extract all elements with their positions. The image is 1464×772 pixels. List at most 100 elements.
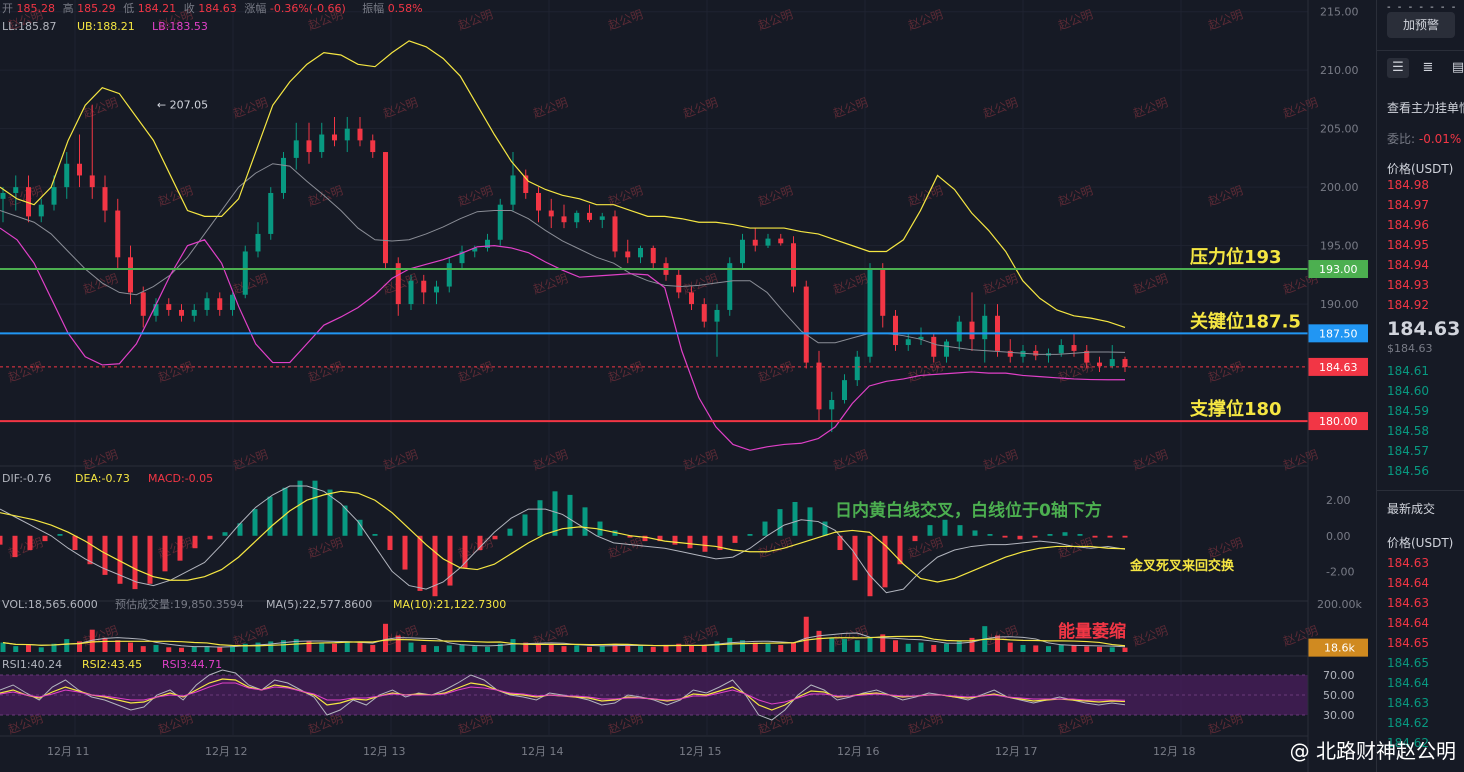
macd-bar[interactable]	[72, 535, 78, 550]
volume-bar[interactable]	[778, 644, 784, 652]
volume-bar[interactable]	[306, 641, 312, 652]
macd-bar[interactable]	[762, 521, 768, 536]
macd-bar[interactable]	[267, 496, 273, 536]
macd-bar[interactable]	[1017, 535, 1023, 540]
macd-bar[interactable]	[897, 535, 903, 565]
candle-body[interactable]	[446, 263, 452, 287]
volume-bar[interactable]	[956, 641, 962, 652]
macd-bar[interactable]	[102, 535, 108, 575]
candle-body[interactable]	[281, 157, 286, 193]
macd-bar[interactable]	[0, 535, 3, 545]
volume-bar[interactable]	[434, 646, 439, 652]
trade-row[interactable]: 184.65	[1387, 636, 1429, 650]
macd-bar[interactable]	[492, 535, 498, 540]
macd-bar[interactable]	[1062, 532, 1068, 536]
macd-bar[interactable]	[462, 535, 468, 568]
candle-body[interactable]	[778, 238, 784, 244]
candle-body[interactable]	[1122, 359, 1128, 367]
macd-bar[interactable]	[882, 535, 888, 588]
candle-body[interactable]	[523, 175, 529, 193]
volume-bar[interactable]	[217, 647, 223, 652]
volume-bar[interactable]	[599, 646, 605, 652]
ask-row[interactable]: 184.96	[1387, 218, 1429, 232]
volume-bar[interactable]	[383, 623, 388, 652]
candle-body[interactable]	[1097, 362, 1102, 367]
macd-bar[interactable]	[822, 521, 828, 536]
trade-row[interactable]: 184.63	[1387, 556, 1429, 570]
volume-bar[interactable]	[293, 639, 299, 652]
ask-row[interactable]: 184.97	[1387, 198, 1429, 212]
macd-bar[interactable]	[747, 534, 753, 536]
macd-bar[interactable]	[117, 535, 123, 584]
candle-body[interactable]	[574, 212, 580, 223]
candle-body[interactable]	[421, 280, 427, 293]
volume-bar[interactable]	[842, 639, 847, 652]
macd-bar[interactable]	[792, 502, 798, 536]
bid-row[interactable]: 184.57	[1387, 444, 1429, 458]
volume-bar[interactable]	[128, 642, 133, 652]
macd-bar[interactable]	[867, 535, 873, 597]
macd-bar[interactable]	[597, 521, 603, 536]
macd-bar[interactable]	[417, 535, 423, 591]
macd-bar[interactable]	[282, 487, 288, 536]
macd-bar[interactable]	[237, 523, 243, 536]
candle-body[interactable]	[510, 175, 516, 205]
volume-bar[interactable]	[561, 646, 567, 652]
bid-row[interactable]: 184.58	[1387, 424, 1429, 438]
macd-bar[interactable]	[387, 535, 393, 550]
macd-bar[interactable]	[1002, 535, 1008, 538]
candle-body[interactable]	[293, 140, 299, 158]
candle-body[interactable]	[803, 286, 809, 363]
volume-bar[interactable]	[459, 644, 465, 652]
volume-bar[interactable]	[344, 641, 350, 652]
candle-body[interactable]	[485, 239, 490, 248]
ask-row[interactable]: 184.92	[1387, 298, 1429, 312]
volume-bar[interactable]	[1058, 644, 1064, 652]
bid-row[interactable]: 184.61	[1387, 364, 1429, 378]
macd-bar[interactable]	[957, 525, 963, 536]
macd-bar[interactable]	[732, 535, 738, 543]
volume-bar[interactable]	[166, 647, 172, 652]
macd-bar[interactable]	[672, 535, 678, 545]
macd-bar[interactable]	[42, 535, 48, 542]
candle-body[interactable]	[752, 239, 758, 246]
candle-body[interactable]	[179, 309, 184, 316]
volume-bar[interactable]	[472, 646, 478, 652]
candle-body[interactable]	[1058, 345, 1064, 354]
bid-row[interactable]: 184.59	[1387, 404, 1429, 418]
volume-bar[interactable]	[421, 644, 427, 652]
volume-bar[interactable]	[115, 640, 121, 652]
candle-body[interactable]	[918, 336, 924, 340]
volume-bar[interactable]	[1046, 646, 1051, 652]
bid-row[interactable]: 184.56	[1387, 464, 1429, 478]
volume-bar[interactable]	[510, 639, 516, 652]
volume-bar[interactable]	[587, 646, 592, 652]
volume-bar[interactable]	[650, 646, 656, 652]
volume-bar[interactable]	[26, 644, 31, 652]
macd-bar[interactable]	[927, 525, 933, 536]
candle-body[interactable]	[842, 380, 847, 401]
volume-bar[interactable]	[357, 642, 363, 652]
macd-bar[interactable]	[1122, 535, 1128, 538]
volume-bar[interactable]	[268, 641, 274, 652]
volume-bar[interactable]	[574, 645, 580, 652]
candle-body[interactable]	[191, 309, 197, 316]
macd-bar[interactable]	[912, 535, 918, 542]
macd-bar[interactable]	[87, 535, 93, 565]
candle-body[interactable]	[905, 339, 911, 346]
candle-body[interactable]	[319, 134, 325, 153]
macd-bar[interactable]	[132, 535, 138, 590]
trade-row[interactable]: 184.65	[1387, 656, 1429, 670]
volume-bar[interactable]	[446, 645, 452, 652]
macd-bar[interactable]	[987, 534, 993, 536]
trade-row[interactable]: 184.62	[1387, 736, 1429, 750]
candle-body[interactable]	[714, 309, 720, 322]
candle-body[interactable]	[38, 204, 44, 217]
candle-body[interactable]	[77, 163, 82, 176]
macd-bar[interactable]	[552, 491, 558, 536]
candle-body[interactable]	[548, 210, 554, 217]
macd-bar[interactable]	[1077, 534, 1083, 536]
candle-body[interactable]	[956, 321, 962, 342]
volume-bar[interactable]	[803, 616, 809, 652]
candle-body[interactable]	[854, 356, 860, 381]
